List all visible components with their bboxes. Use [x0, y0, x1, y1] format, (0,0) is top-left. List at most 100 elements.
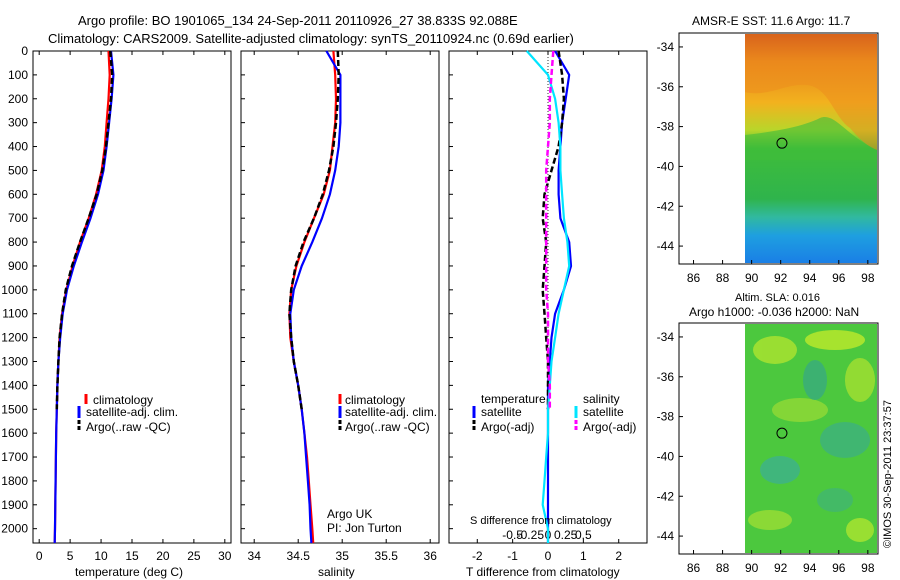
x-tick-label: 35: [336, 549, 350, 563]
series-line-argo-raw-qc-: [55, 50, 114, 410]
series-line-climatology: [288, 50, 338, 544]
x-tick-label: 2: [615, 549, 622, 563]
sla-map-title1: Altim. SLA: 0.016: [735, 292, 820, 304]
sla-map-lat-axis: -34 -36 -38 -40 -42 -44: [657, 330, 683, 543]
legend-label: Argo(-adj): [481, 420, 534, 434]
temperature-x-axis: 0 5 10 15 20 25 30: [36, 51, 232, 563]
lat-tick-label: -42: [657, 199, 675, 213]
depth-tick-label: 2000: [1, 522, 28, 536]
lat-tick-label: -38: [657, 120, 675, 134]
legend-label: satellite: [481, 405, 522, 419]
depth-tick-label: 1300: [1, 354, 28, 368]
salinity-difference-top-axis: -0.5-0.25 0 0.250.5: [502, 528, 592, 542]
depth-tick-label: 1500: [1, 402, 28, 416]
legend-label: satellite-adj. clim.: [86, 405, 178, 419]
sla-map-features: [748, 330, 875, 542]
x-tick-label: 34.5: [287, 549, 311, 563]
lat-tick-label: -36: [657, 80, 675, 94]
salinity-series: [288, 50, 342, 544]
series-line-salinity-satellite: [525, 50, 571, 543]
salinity-legend: climatology satellite-adj. clim. Argo(..…: [338, 393, 437, 434]
depth-tick-label: 0: [21, 44, 28, 58]
depth-tick-label: 200: [8, 92, 28, 106]
sst-map-lat-axis: -34 -36 -38 -40 -42 -44: [657, 40, 683, 253]
lon-tick-label: 94: [803, 561, 817, 575]
lat-tick-label: -44: [657, 239, 675, 253]
salinity-xlabel: salinity: [318, 565, 355, 579]
lon-tick-label: 96: [832, 561, 846, 575]
depth-tick-label: 1800: [1, 474, 28, 488]
x-tick-label: 34: [248, 549, 262, 563]
temperature-plot-frame: [32, 50, 232, 544]
series-line-salinity-argo-adj-: [544, 50, 555, 410]
difference-xlabel: T difference from climatology: [466, 565, 620, 579]
depth-tick-label: 700: [8, 211, 28, 225]
series-line-climatology: [53, 50, 111, 544]
lon-tick-label: 94: [803, 271, 817, 285]
lon-tick-label: 92: [774, 271, 788, 285]
top-tick-label: -0.5: [502, 528, 523, 542]
depth-tick-label: 400: [8, 140, 28, 154]
credit-pi: PI: Jon Turton: [327, 521, 402, 535]
difference-legend: temperature satellite Argo(-adj) salinit…: [472, 392, 636, 434]
lon-tick-label: 88: [716, 561, 730, 575]
x-tick-label: -1: [507, 549, 518, 563]
depth-tick-label: 1600: [1, 426, 28, 440]
lon-tick-label: 86: [687, 271, 701, 285]
lon-tick-label: 98: [861, 561, 875, 575]
series-line-argo-raw-qc-: [288, 50, 340, 410]
x-tick-label: -2: [472, 549, 483, 563]
sst-warm-front: [745, 34, 877, 150]
sla-map-lon-axis: 86 88 90 92 94 96 98: [687, 550, 875, 575]
salinity-x-axis: 34 34.5 35 35.5 36: [248, 51, 438, 563]
legend-label: satellite: [583, 405, 624, 419]
x-tick-label: 36: [424, 549, 438, 563]
x-tick-label: 0: [36, 549, 43, 563]
x-tick-label: 5: [67, 549, 74, 563]
depth-tick-label: 1900: [1, 498, 28, 512]
depth-tick-label: 1400: [1, 378, 28, 392]
x-tick-label: 30: [218, 549, 232, 563]
header-line2: Climatology: CARS2009. Satellite-adjuste…: [48, 31, 574, 46]
credit-argo-uk: Argo UK: [327, 507, 372, 521]
lon-tick-label: 90: [745, 561, 759, 575]
lat-tick-label: -34: [657, 330, 675, 344]
top-tick-label: 0.5: [575, 528, 592, 542]
lat-tick-label: -40: [657, 449, 675, 463]
depth-tick-label: 1200: [1, 331, 28, 345]
lon-tick-label: 96: [832, 271, 846, 285]
imos-footer: ©IMOS 30-Sep-2011 23:37:57: [882, 400, 894, 548]
lon-tick-label: 92: [774, 561, 788, 575]
temperature-xlabel: temperature (deg C): [75, 565, 183, 579]
depth-tick-label: 800: [8, 235, 28, 249]
legend-temperature-title: temperature: [481, 392, 546, 406]
lon-tick-label: 86: [687, 561, 701, 575]
temperature-series: [53, 50, 115, 544]
sla-map-title2: Argo h1000: -0.036 h2000: NaN: [689, 305, 859, 319]
salinity-plot-frame: [240, 50, 440, 544]
depth-tick-label: 1000: [1, 283, 28, 297]
depth-tick-label: 900: [8, 259, 28, 273]
lat-tick-label: -34: [657, 40, 675, 54]
depth-tick-label: 1100: [2, 307, 28, 321]
x-tick-label: 35.5: [375, 549, 399, 563]
lat-tick-label: -44: [657, 529, 675, 543]
depth-tick-label: 100: [8, 68, 28, 82]
lat-tick-label: -36: [657, 370, 675, 384]
sst-map-title: AMSR-E SST: 11.6 Argo: 11.7: [692, 14, 851, 28]
depth-tick-label: 300: [8, 116, 28, 130]
x-tick-label: 25: [187, 549, 201, 563]
lat-tick-label: -42: [657, 489, 675, 503]
depth-tick-label: 600: [8, 187, 28, 201]
temperature-legend: climatology satellite-adj. clim. Argo(..…: [77, 393, 178, 434]
lon-tick-label: 88: [716, 271, 730, 285]
x-tick-label: 15: [125, 549, 139, 563]
lon-tick-label: 90: [745, 271, 759, 285]
legend-label: satellite-adj. clim.: [345, 405, 437, 419]
sst-map-lon-axis: 86 88 90 92 94 96 98: [687, 260, 875, 285]
x-tick-label: 1: [580, 549, 587, 563]
x-tick-label: 20: [156, 549, 170, 563]
difference-top-label: S difference from climatology: [470, 515, 612, 527]
legend-label: climatology: [93, 393, 153, 407]
